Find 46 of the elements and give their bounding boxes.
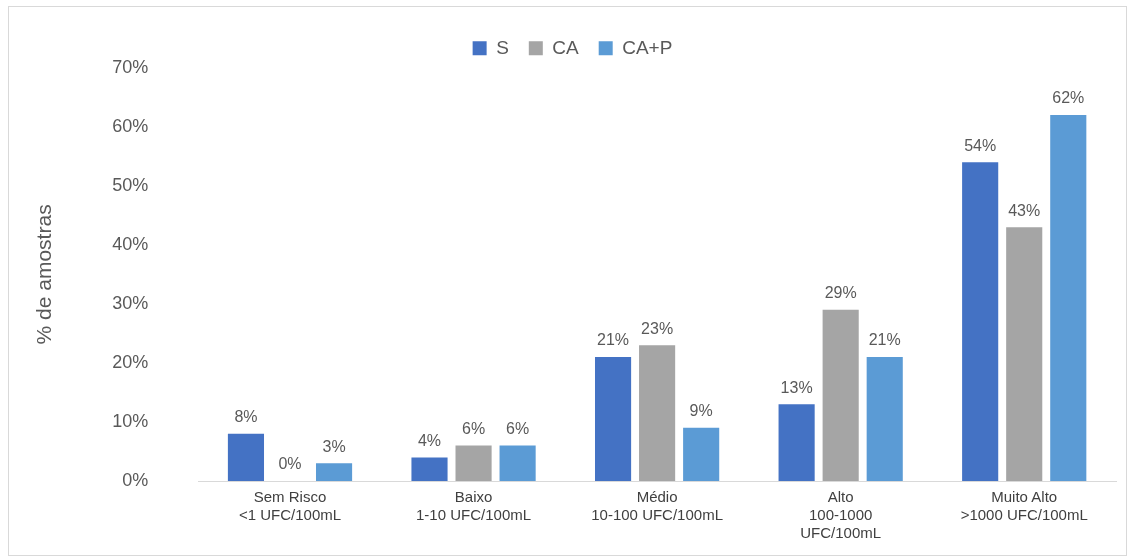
data-label: 8%: [234, 408, 258, 426]
data-label: 0%: [278, 455, 302, 473]
x-tick-label: Sem Risco <1 UFC/100mL: [238, 488, 342, 524]
bar: [866, 357, 903, 481]
y-tick-label: 50%: [112, 174, 149, 195]
y-tick-label: 0%: [122, 469, 149, 490]
bar: [227, 433, 265, 481]
bar: [455, 445, 492, 481]
x-tick-label: Muito Alto >1000 UFC/100mL: [960, 488, 1088, 524]
legend-label: CA+P: [622, 36, 673, 58]
data-label: 4%: [417, 431, 442, 449]
bar: [822, 309, 859, 481]
data-label: 21%: [868, 331, 901, 349]
bar: [639, 345, 676, 481]
bar: [595, 357, 632, 481]
data-label: 13%: [780, 378, 813, 396]
data-label: 21%: [597, 331, 630, 349]
bar: [1050, 115, 1087, 481]
data-label: 54%: [964, 136, 997, 154]
data-label: 43%: [1008, 201, 1041, 219]
data-label: 6%: [462, 419, 486, 437]
x-tick-label: Baixo 1-10 UFC/100mL: [416, 488, 532, 524]
y-tick-label: 60%: [112, 115, 149, 136]
y-tick-label: 70%: [112, 56, 149, 77]
bar: [962, 162, 999, 481]
legend-label: S: [496, 36, 509, 58]
x-tick-label: Médio 10-100 UFC/100mL: [591, 488, 723, 524]
data-label: 6%: [506, 419, 530, 437]
bar: [683, 427, 720, 481]
y-tick-label: 40%: [112, 233, 149, 254]
bar: [316, 463, 353, 481]
bar: [778, 404, 815, 481]
data-label: 29%: [824, 284, 857, 302]
y-axis-title: % de amostras: [32, 204, 56, 345]
y-tick-label: 20%: [112, 351, 149, 372]
bar: [1006, 227, 1043, 481]
bar: [499, 445, 536, 481]
data-label: 62%: [1052, 89, 1085, 107]
data-label: 23%: [641, 319, 674, 337]
bar: [411, 457, 448, 481]
y-tick-label: 10%: [112, 410, 149, 431]
y-tick-label: 30%: [112, 292, 149, 313]
x-tick-label: Alto 100-1000 UFC/100mL: [800, 488, 882, 542]
data-label: 3%: [322, 437, 346, 455]
legend-label: CA: [552, 36, 580, 58]
data-label: 9%: [689, 402, 713, 420]
